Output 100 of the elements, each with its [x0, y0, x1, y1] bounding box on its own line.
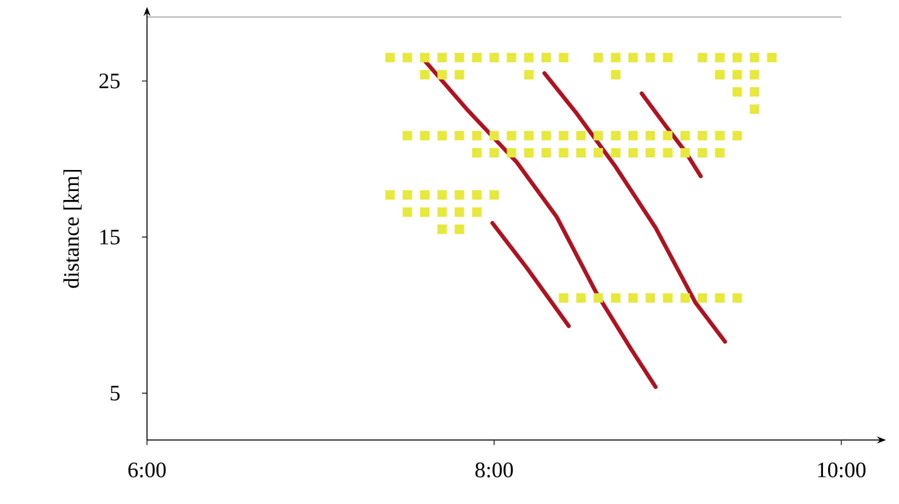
- point: [437, 70, 447, 80]
- point: [576, 293, 586, 303]
- point: [506, 148, 516, 158]
- point: [506, 130, 516, 140]
- point: [663, 130, 672, 140]
- point: [628, 130, 638, 140]
- point: [680, 130, 690, 140]
- point: [594, 52, 603, 62]
- point: [698, 130, 708, 140]
- point: [698, 52, 708, 62]
- point: [594, 148, 603, 158]
- point: [715, 130, 724, 140]
- point: [402, 190, 412, 200]
- line-series: [640, 91, 703, 178]
- point: [715, 148, 724, 158]
- point: [402, 207, 412, 217]
- point: [646, 148, 656, 158]
- point: [385, 190, 395, 200]
- point: [732, 52, 742, 62]
- point: [524, 70, 534, 80]
- point: [454, 70, 464, 80]
- point: [472, 52, 482, 62]
- point: [732, 87, 742, 97]
- point: [594, 293, 603, 303]
- point: [750, 87, 760, 97]
- point: [454, 190, 464, 200]
- point: [646, 130, 656, 140]
- point: [558, 148, 568, 158]
- x-tick-label: 6:00: [128, 462, 166, 478]
- line-series: [542, 71, 727, 344]
- point: [646, 52, 656, 62]
- point: [402, 52, 412, 62]
- point: [576, 148, 586, 158]
- point: [680, 293, 690, 303]
- point: [472, 207, 482, 217]
- point: [489, 52, 499, 62]
- point: [542, 130, 551, 140]
- point: [420, 130, 430, 140]
- point: [385, 52, 395, 62]
- point: [454, 52, 464, 62]
- point: [663, 148, 672, 158]
- point: [437, 224, 447, 234]
- point: [698, 293, 708, 303]
- y-tick-label: 5: [110, 386, 120, 400]
- point: [576, 130, 586, 140]
- point: [594, 130, 603, 140]
- point: [767, 52, 777, 62]
- point: [628, 52, 638, 62]
- point: [506, 52, 516, 62]
- point: [420, 52, 430, 62]
- point: [610, 130, 620, 140]
- point: [610, 52, 620, 62]
- point: [472, 148, 482, 158]
- point: [750, 70, 760, 80]
- point: [680, 148, 690, 158]
- point: [402, 130, 412, 140]
- point: [542, 52, 551, 62]
- point: [558, 293, 568, 303]
- point: [454, 224, 464, 234]
- point: [472, 130, 482, 140]
- point: [558, 130, 568, 140]
- y-tick-label: 15: [100, 230, 120, 244]
- point: [524, 148, 534, 158]
- y-axis-title: distance [km]: [63, 170, 82, 288]
- point: [489, 130, 499, 140]
- point: [524, 52, 534, 62]
- point: [663, 293, 672, 303]
- point: [489, 190, 499, 200]
- point: [489, 148, 499, 158]
- point: [732, 130, 742, 140]
- point: [472, 190, 482, 200]
- point: [698, 148, 708, 158]
- point: [437, 130, 447, 140]
- point: [558, 52, 568, 62]
- point: [715, 293, 724, 303]
- point: [732, 293, 742, 303]
- point: [420, 70, 430, 80]
- point: [663, 52, 672, 62]
- x-tick-label: 10:00: [818, 462, 866, 478]
- point: [610, 293, 620, 303]
- point: [610, 148, 620, 158]
- point: [437, 52, 447, 62]
- point: [454, 207, 464, 217]
- point: [628, 293, 638, 303]
- point: [715, 52, 724, 62]
- point: [750, 52, 760, 62]
- point: [524, 130, 534, 140]
- point: [437, 190, 447, 200]
- point: [420, 190, 430, 200]
- point: [454, 130, 464, 140]
- point: [750, 104, 760, 114]
- point: [610, 70, 620, 80]
- point: [542, 148, 551, 158]
- y-tick-label: 25: [99, 74, 120, 88]
- point: [732, 70, 742, 80]
- point: [437, 207, 447, 217]
- point: [646, 293, 656, 303]
- x-tick-label: 8:00: [475, 462, 513, 478]
- point: [420, 207, 430, 217]
- point: [628, 148, 638, 158]
